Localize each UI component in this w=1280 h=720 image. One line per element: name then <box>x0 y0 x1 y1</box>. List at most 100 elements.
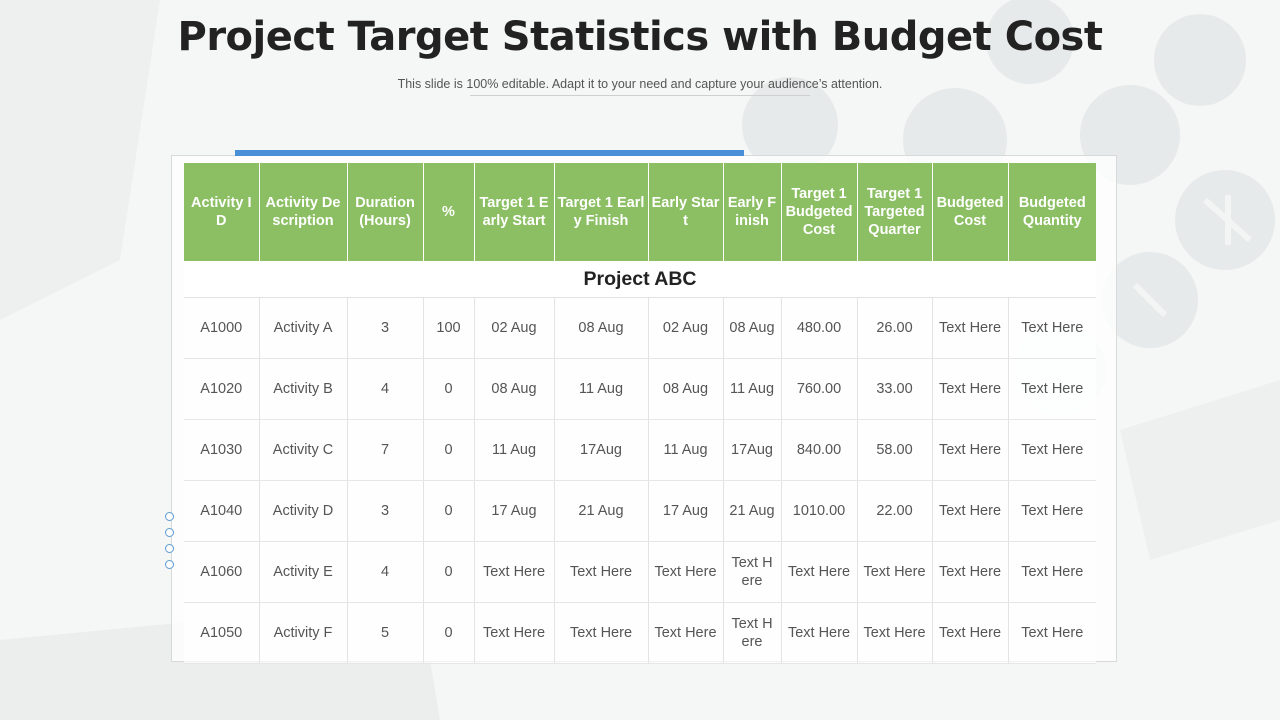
cell-target1-targeted-quarter: Text Here <box>857 541 933 603</box>
page-title: Project Target Statistics with Budget Co… <box>177 14 1103 60</box>
cell-budgeted-cost: Text Here <box>932 480 1009 542</box>
col-header-target1-budgeted-cost: Target 1 Budgeted Cost <box>781 163 858 261</box>
cell-activity-description: Activity F <box>259 602 348 664</box>
cell-early-finish: Text Here <box>723 541 782 603</box>
col-header-budgeted-quantity: Budgeted Quantity <box>1008 163 1096 261</box>
table-row: A1020 Activity B 4 0 08 Aug 11 Aug 08 Aug 11 Au… <box>184 358 1096 420</box>
cell-target1-early-start: 08 Aug <box>474 358 555 420</box>
cell-duration: 3 <box>347 297 424 359</box>
cell-target1-early-start: 11 Aug <box>474 419 555 481</box>
cell-budgeted-quantity: Text Here <box>1008 358 1096 420</box>
accent-bar <box>235 150 744 156</box>
cell-target1-early-finish: 11 Aug <box>554 358 649 420</box>
page-subtitle: This slide is 100% editable. Adapt it to… <box>397 77 883 91</box>
cell-target1-budgeted-cost: 1010.00 <box>781 480 858 542</box>
statistics-table: Activity ID Activity Description Duratio… <box>184 163 1096 664</box>
cell-percent: 0 <box>423 419 475 481</box>
dot-icon <box>165 528 174 537</box>
col-header-target1-targeted-quarter: Target 1 Targeted Quarter <box>857 163 933 261</box>
cell-budgeted-quantity: Text Here <box>1008 541 1096 603</box>
cell-early-finish: 17Aug <box>723 419 782 481</box>
cell-activity-description: Activity C <box>259 419 348 481</box>
col-header-budgeted-cost: Budgeted Cost <box>932 163 1009 261</box>
dot-icon <box>165 560 174 569</box>
cell-target1-early-finish: 21 Aug <box>554 480 649 542</box>
cell-target1-targeted-quarter: 22.00 <box>857 480 933 542</box>
cell-target1-early-finish: Text Here <box>554 602 649 664</box>
cell-target1-early-finish: Text Here <box>554 541 649 603</box>
col-header-duration: Duration (Hours) <box>347 163 424 261</box>
cell-duration: 4 <box>347 358 424 420</box>
cell-early-start: 02 Aug <box>648 297 724 359</box>
cell-early-start: Text Here <box>648 602 724 664</box>
cell-percent: 0 <box>423 602 475 664</box>
cell-percent: 0 <box>423 541 475 603</box>
cell-budgeted-quantity: Text Here <box>1008 602 1096 664</box>
col-header-early-finish: Early Finish <box>723 163 782 261</box>
cell-target1-early-start: 17 Aug <box>474 480 555 542</box>
cell-target1-early-start: 02 Aug <box>474 297 555 359</box>
cell-target1-budgeted-cost: Text Here <box>781 541 858 603</box>
cell-early-start: 11 Aug <box>648 419 724 481</box>
cell-activity-description: Activity B <box>259 358 348 420</box>
header-row: Activity ID Activity Description Duratio… <box>184 163 1096 261</box>
table-row: A1040 Activity D 3 0 17 Aug 21 Aug 17 Aug 21 Au… <box>184 480 1096 542</box>
col-header-activity-id: Activity ID <box>184 163 260 261</box>
cell-target1-early-finish: 08 Aug <box>554 297 649 359</box>
subtitle-divider <box>470 95 810 96</box>
cell-percent: 0 <box>423 480 475 542</box>
cell-duration: 5 <box>347 602 424 664</box>
cell-budgeted-quantity: Text Here <box>1008 297 1096 359</box>
cell-target1-targeted-quarter: 26.00 <box>857 297 933 359</box>
cell-target1-targeted-quarter: 58.00 <box>857 419 933 481</box>
dot-icon <box>165 512 174 521</box>
cell-activity-description: Activity E <box>259 541 348 603</box>
decorative-dots <box>165 512 174 576</box>
cell-target1-targeted-quarter: 33.00 <box>857 358 933 420</box>
cell-early-start: 08 Aug <box>648 358 724 420</box>
cell-budgeted-quantity: Text Here <box>1008 419 1096 481</box>
cell-percent: 100 <box>423 297 475 359</box>
cell-duration: 4 <box>347 541 424 603</box>
group-row: Project ABC <box>184 261 1096 298</box>
cell-target1-targeted-quarter: Text Here <box>857 602 933 664</box>
group-label: Project ABC <box>184 261 1096 298</box>
cell-activity-id: A1040 <box>184 480 260 542</box>
cell-early-finish: 21 Aug <box>723 480 782 542</box>
table-row: A1030 Activity C 7 0 11 Aug 17Aug 11 Aug 17Aug 8… <box>184 419 1096 481</box>
cell-target1-early-finish: 17Aug <box>554 419 649 481</box>
cell-budgeted-cost: Text Here <box>932 419 1009 481</box>
dot-icon <box>165 544 174 553</box>
cell-early-finish: 11 Aug <box>723 358 782 420</box>
cell-early-finish: 08 Aug <box>723 297 782 359</box>
cell-activity-description: Activity A <box>259 297 348 359</box>
cell-duration: 3 <box>347 480 424 542</box>
cell-activity-id: A1060 <box>184 541 260 603</box>
cell-budgeted-cost: Text Here <box>932 358 1009 420</box>
cell-budgeted-cost: Text Here <box>932 602 1009 664</box>
cell-early-finish: Text Here <box>723 602 782 664</box>
cell-activity-id: A1020 <box>184 358 260 420</box>
cell-activity-id: A1000 <box>184 297 260 359</box>
cell-early-start: 17 Aug <box>648 480 724 542</box>
cell-activity-description: Activity D <box>259 480 348 542</box>
cell-target1-budgeted-cost: 840.00 <box>781 419 858 481</box>
cell-target1-budgeted-cost: 760.00 <box>781 358 858 420</box>
cell-percent: 0 <box>423 358 475 420</box>
cell-target1-budgeted-cost: 480.00 <box>781 297 858 359</box>
col-header-activity-description: Activity Description <box>259 163 348 261</box>
cell-target1-early-start: Text Here <box>474 602 555 664</box>
col-header-percent: % <box>423 163 475 261</box>
col-header-target1-early-start: Target 1 Early Start <box>474 163 555 261</box>
table-row: A1000 Activity A 3 100 02 Aug 08 Aug 02 Aug 08 … <box>184 297 1096 359</box>
table-row: A1060 Activity E 4 0 Text Here Text Here Text … <box>184 541 1096 603</box>
cell-budgeted-cost: Text Here <box>932 541 1009 603</box>
cell-early-start: Text Here <box>648 541 724 603</box>
col-header-target1-early-finish: Target 1 Early Finish <box>554 163 649 261</box>
table-row: A1050 Activity F 5 0 Text Here Text Here Text … <box>184 602 1096 664</box>
cell-activity-id: A1050 <box>184 602 260 664</box>
cell-target1-budgeted-cost: Text Here <box>781 602 858 664</box>
cell-budgeted-cost: Text Here <box>932 297 1009 359</box>
cell-target1-early-start: Text Here <box>474 541 555 603</box>
cell-duration: 7 <box>347 419 424 481</box>
